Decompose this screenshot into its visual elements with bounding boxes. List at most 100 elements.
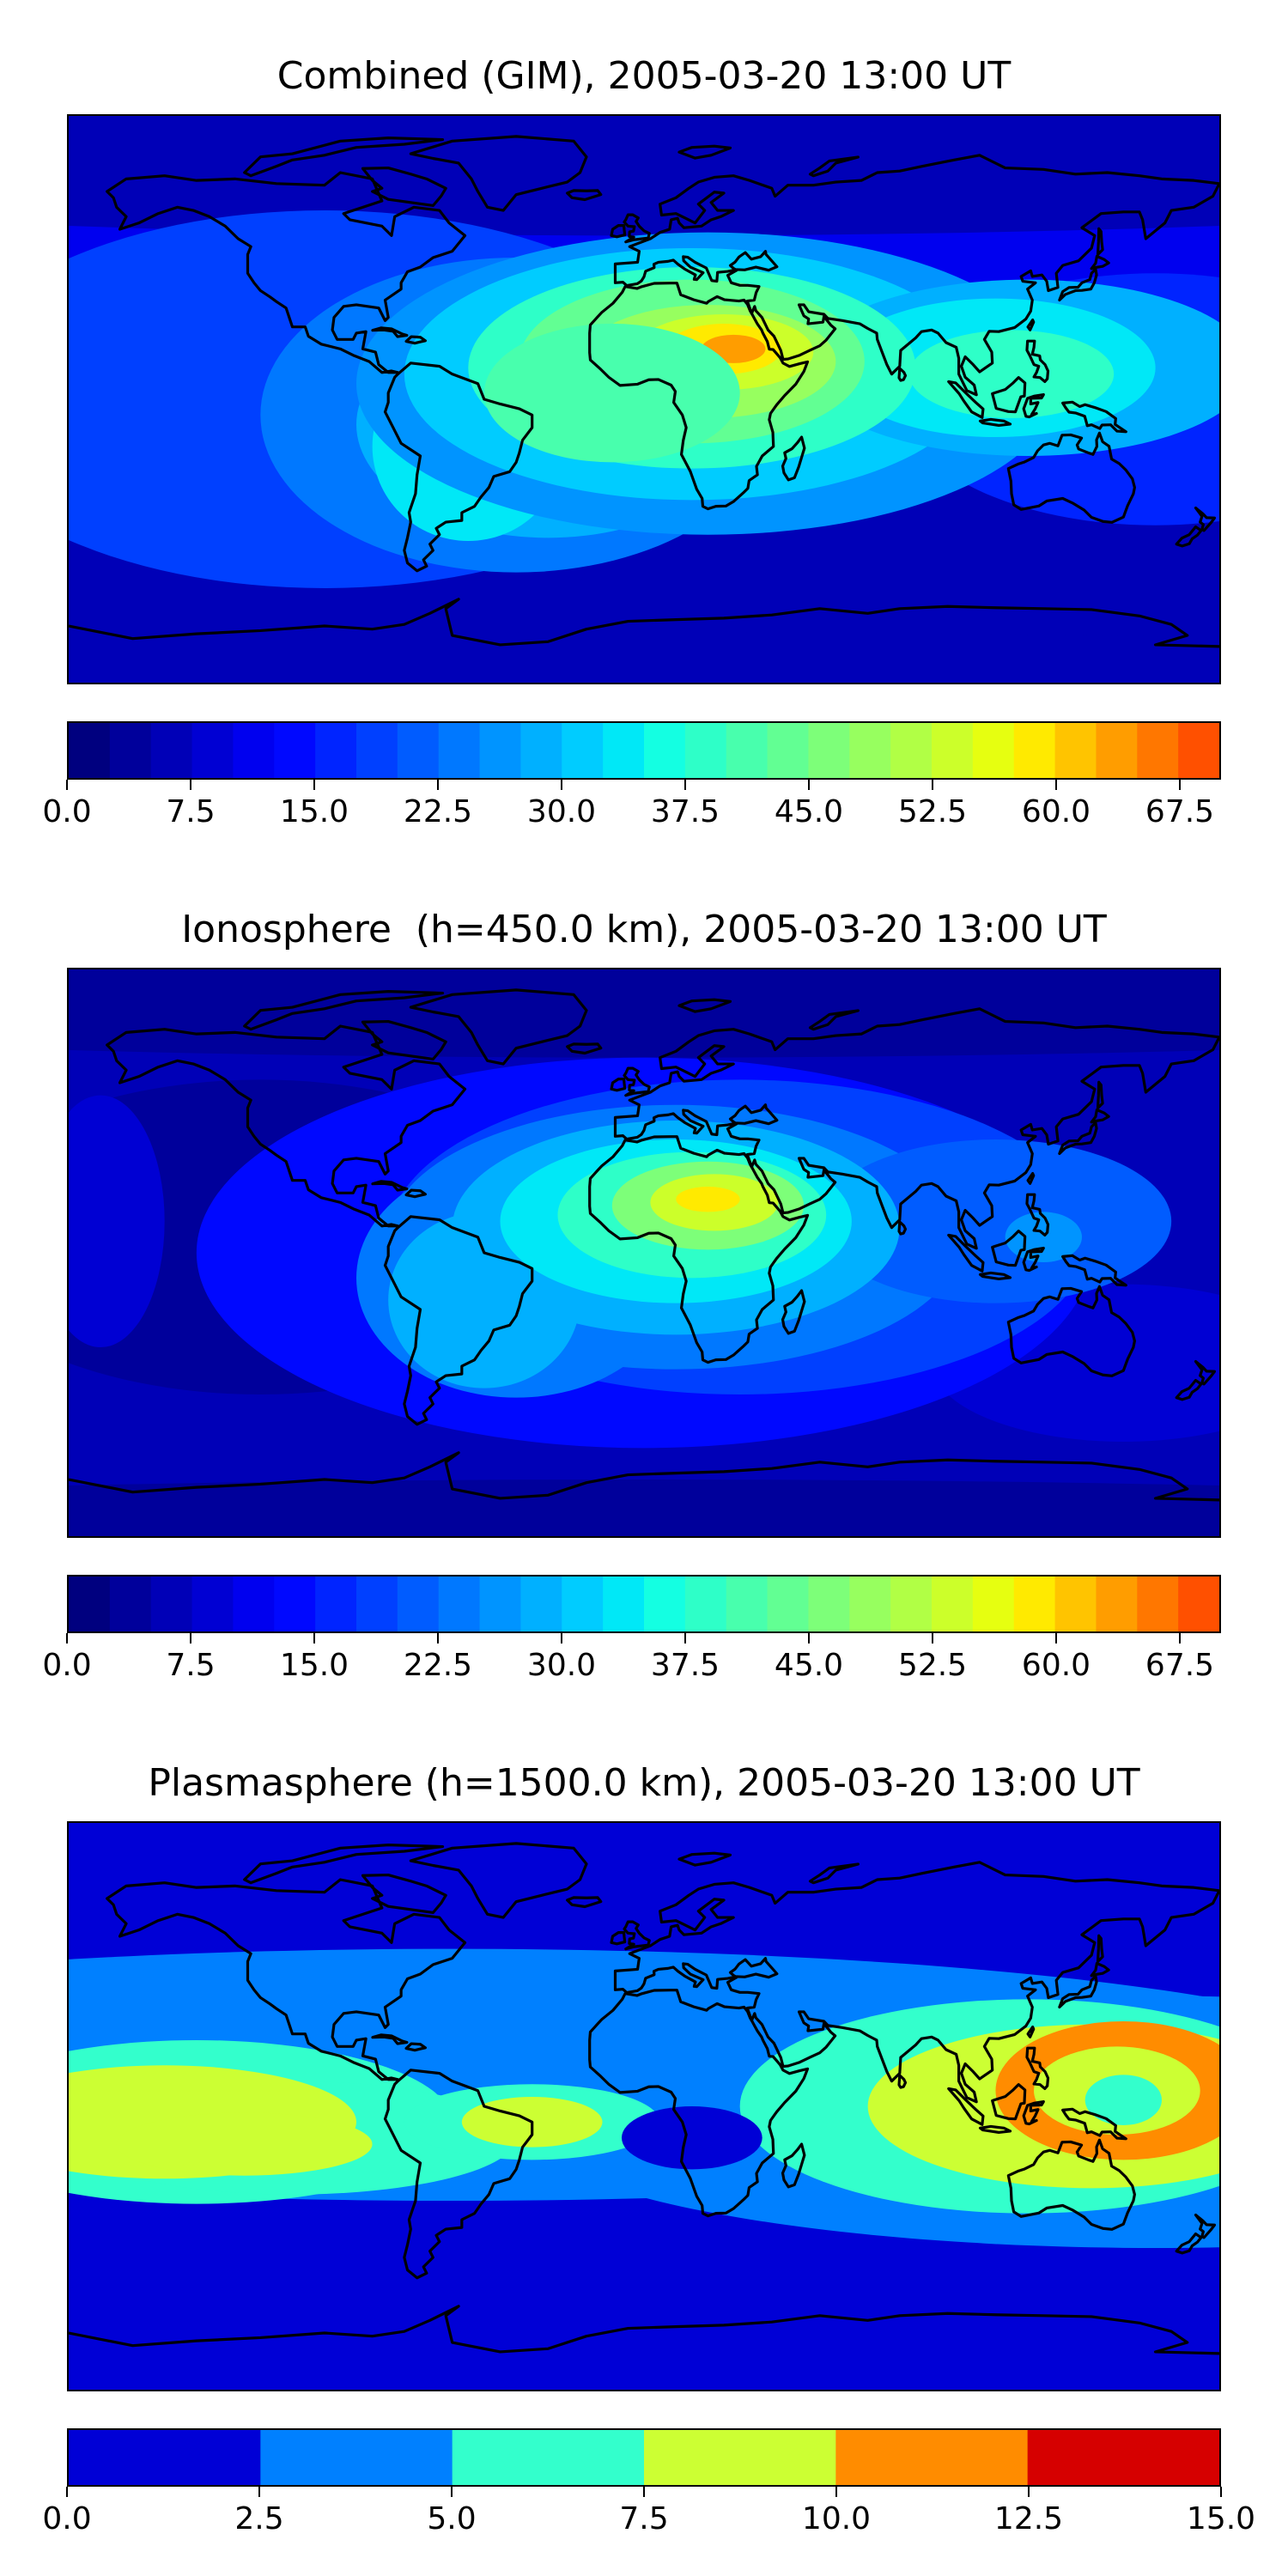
colorbar-segment: [644, 1577, 686, 1631]
colorbar-segment: [109, 1577, 152, 1631]
colorbar-segment: [835, 2430, 1029, 2485]
coastline-new-zealand-north: [1194, 2213, 1217, 2239]
coastline-eurasia: [613, 1861, 1219, 2104]
heatmap-map: [67, 114, 1221, 684]
colorbar-tick-label: 12.5: [993, 2501, 1064, 2537]
colorbar-segment: [644, 2430, 836, 2485]
colorbar-segment: [1054, 1577, 1097, 1631]
colorbar-tick-label: 37.5: [650, 1648, 720, 1683]
colorbar-tick: [808, 1633, 810, 1643]
coastline-eurasia: [613, 1007, 1219, 1250]
colorbar-segment: [890, 723, 933, 778]
coastline-madagascar: [781, 2142, 806, 2189]
colorbar-segment: [109, 723, 152, 778]
heatmap-map: [67, 1821, 1221, 2391]
colorbar-segment: [397, 1577, 440, 1631]
colorbar-segment: [150, 1577, 193, 1631]
coastline-sri-lanka: [897, 2074, 908, 2089]
colorbar-segment: [356, 723, 398, 778]
coastline-java: [978, 1271, 1012, 1281]
colorbar-segment: [726, 723, 769, 778]
colorbar-segment: [972, 723, 1015, 778]
colorbar-segment: [315, 1577, 357, 1631]
coastline-new-guinea: [1061, 400, 1127, 434]
coastline-hokkaido: [1090, 1961, 1110, 1978]
colorbar-segment: [890, 1577, 933, 1631]
coastline-australia: [1006, 1285, 1136, 1377]
coastline-iceland: [566, 1896, 603, 1909]
coastline-java: [978, 417, 1012, 428]
colorbar-segment: [1054, 723, 1097, 778]
coastline-sakhalin: [1096, 227, 1104, 256]
coastline-arctic-islands: [243, 1844, 445, 1885]
colorbar-tick: [1055, 780, 1057, 790]
coastline-new-guinea: [1061, 2107, 1127, 2141]
colorbar-segment: [274, 723, 316, 778]
coastline-philippines: [1025, 2046, 1050, 2091]
colorbar-tick: [684, 780, 686, 790]
colorbar-segment: [644, 723, 686, 778]
colorbar-tick-label: 7.5: [166, 1648, 216, 1683]
coastline-north-america: [106, 171, 467, 374]
coastline-novaya-zemlya: [808, 1862, 860, 1885]
colorbar-tick-label: 67.5: [1145, 1648, 1215, 1683]
colorbar-tick-label: 15.0: [1186, 2501, 1256, 2537]
colorbar-tick: [190, 1633, 191, 1643]
coastline-sakhalin: [1096, 1934, 1104, 1963]
coastline-iceland: [566, 1042, 603, 1055]
colorbar-tick-label: 5.0: [427, 2501, 477, 2537]
coastline-british-isles: [623, 1920, 651, 1951]
coastline-sumatra: [947, 380, 985, 419]
coastline-novaya-zemlya: [808, 155, 860, 178]
colorbar: [67, 1575, 1221, 1633]
contour-level: [116, 2112, 373, 2176]
coastline-hispaniola: [404, 1188, 427, 1199]
coastline-svalbard: [677, 1851, 732, 1867]
colorbar-tick-label: 2.5: [234, 2501, 284, 2537]
colorbar-segment: [274, 1577, 316, 1631]
coastline-greenland: [409, 988, 588, 1066]
colorbar-tick-label: 7.5: [619, 2501, 669, 2537]
contour-level: [69, 969, 1219, 1058]
map-svg: [69, 116, 1219, 683]
colorbar-segment: [69, 2430, 261, 2485]
coastline-antarctica: [69, 1451, 1219, 1502]
coastline-africa: [588, 282, 810, 511]
coastline-british-isles: [623, 1066, 651, 1097]
colorbar-tick-label: 37.5: [650, 794, 720, 829]
map-svg: [69, 969, 1219, 1536]
colorbar-tick: [932, 1633, 933, 1643]
colorbar-tick-label: 7.5: [166, 794, 216, 829]
colorbar-tick-label: 67.5: [1145, 794, 1215, 829]
colorbar-segment: [1013, 1577, 1056, 1631]
colorbar-segment: [767, 723, 810, 778]
colorbar-tick-label: 30.0: [526, 1648, 597, 1683]
colorbar-segment: [69, 723, 111, 778]
colorbar-segment: [150, 723, 193, 778]
colorbar-ticks: 0.0 7.5 15.0 22.5 30.0 37.5 45.0 52.5 60.0 67.5: [42, 1633, 1221, 1685]
contour-level: [69, 632, 1219, 683]
colorbar-tick-label: 0.0: [42, 2501, 92, 2537]
colorbar-segment: [849, 1577, 891, 1631]
coastline-hispaniola: [404, 2042, 427, 2052]
colorbar: [67, 2428, 1221, 2487]
colorbar-segment: [438, 1577, 481, 1631]
colorbar-segment: [684, 723, 727, 778]
colorbar-tick: [561, 780, 562, 790]
colorbar-segment: [603, 723, 645, 778]
coastline-arctic-islands: [243, 137, 445, 178]
coastline-eurasia: [613, 154, 1219, 397]
coastline-ireland: [610, 224, 627, 239]
contour-level: [69, 1479, 1219, 1536]
colorbar-segment: [1178, 723, 1219, 778]
coastline-borneo: [991, 1230, 1027, 1267]
coastline-svalbard: [677, 998, 732, 1013]
coastline-south-america: [383, 361, 534, 573]
contour-level: [69, 116, 1219, 236]
contour-level: [819, 1139, 1172, 1303]
colorbar-tick-label: 52.5: [897, 1648, 968, 1683]
colorbar-tick: [1179, 1633, 1181, 1643]
coastlines: [69, 135, 1219, 648]
contour-levels: [69, 969, 1219, 1536]
coastline-greenland: [409, 135, 588, 212]
